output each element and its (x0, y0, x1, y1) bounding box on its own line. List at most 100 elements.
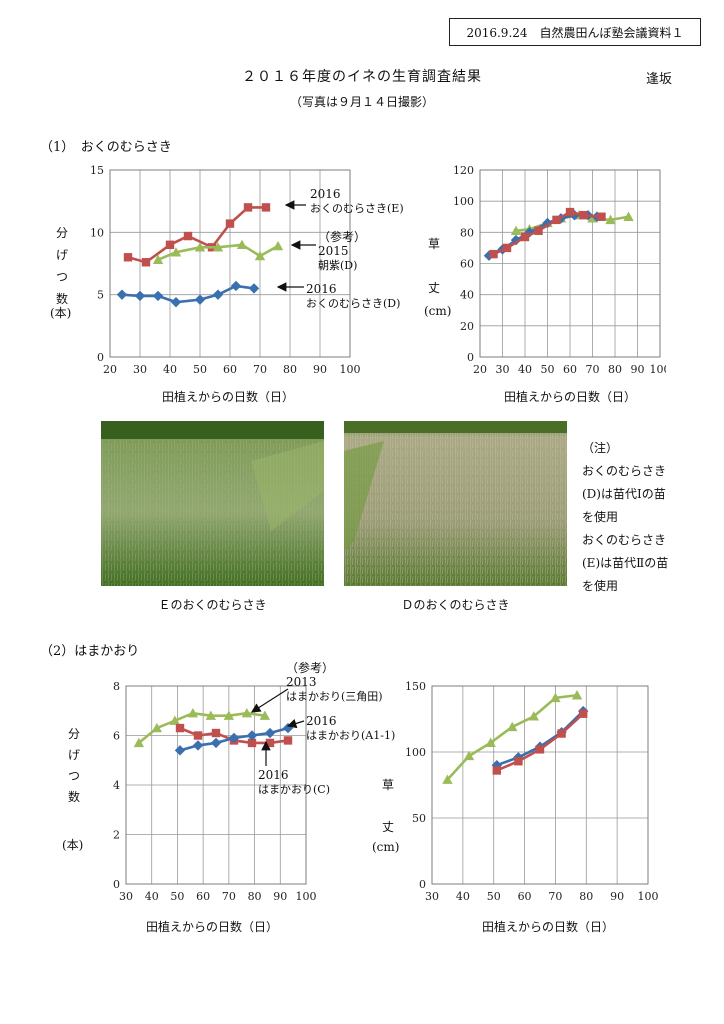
chart3-annotation-a: 2016 はまかおり(A1-1) (306, 714, 395, 743)
data-point (170, 247, 182, 257)
x-tick-label: 60 (196, 890, 210, 903)
data-point (134, 290, 146, 302)
data-point (187, 708, 199, 718)
data-point (597, 212, 606, 221)
ylabel-char: 丈 (427, 281, 440, 295)
document-label-box: 2016.9.24 自然農田んぼ塾会議資料１ (449, 18, 701, 46)
arrow-ref3 (250, 688, 289, 713)
x-tick-label: 30 (133, 363, 147, 376)
x-tick-label: 90 (273, 890, 287, 903)
rice-field-photo-d (344, 421, 567, 586)
chart4-yunit: (cm) (372, 840, 400, 854)
data-point (579, 709, 588, 718)
y-tick-label: 0 (97, 351, 104, 364)
plot-frame (125, 685, 307, 885)
x-tick-label: 80 (608, 363, 622, 376)
data-point (223, 710, 235, 720)
data-point (507, 721, 518, 732)
data-point (510, 225, 522, 235)
data-point (534, 226, 543, 235)
data-point (542, 217, 553, 229)
rice-field-photo-e (101, 421, 324, 586)
x-tick-label: 50 (170, 890, 184, 903)
annotation-series-name: 朝紫(D) (318, 259, 358, 272)
data-point (463, 750, 475, 761)
x-tick-label: 50 (487, 890, 501, 903)
annotation-year: 2015 (318, 244, 349, 258)
x-tick-label: 70 (253, 363, 267, 376)
chart4-ylabel: 草 丈 (380, 764, 396, 848)
data-point (165, 240, 175, 249)
x-tick-label: 90 (313, 363, 327, 376)
chart1-annotation-e: 2016 おくのむらさき(E) (310, 187, 404, 216)
data-point (535, 745, 545, 754)
ylabel-char: げ (55, 248, 68, 262)
y-tick-label: 8 (113, 680, 120, 693)
data-point (514, 757, 523, 766)
chart-hamakaori-height: 0 50 100 150 30 40 50 60 70 80 90 100 (405, 680, 659, 903)
x-tick-label: 90 (631, 363, 645, 376)
chart2-xlabel: 田植えからの日数（日） (503, 390, 636, 404)
annotation-series-name: おくのむらさき(E) (310, 202, 404, 215)
x-tick-label: 20 (103, 363, 117, 376)
chart2-ylabel: 草 丈 (426, 222, 442, 310)
annotation-year: 2016 (310, 187, 341, 201)
x-tick-label: 30 (496, 363, 510, 376)
plot-frame (479, 169, 661, 358)
x-tick-label: 100 (340, 363, 361, 376)
ylabel-char: つ (55, 270, 68, 284)
ylabel-char: 数 (55, 292, 68, 306)
y-tick-label: 2 (113, 829, 120, 842)
photo-okunomurasaki-e (101, 421, 324, 586)
note-line: （注） (582, 441, 619, 455)
ylabel-char: 分 (55, 226, 68, 240)
data-point (587, 213, 598, 223)
x-tick-label: 50 (193, 363, 207, 376)
data-point (133, 737, 145, 748)
y-tick-label: 15 (90, 164, 104, 177)
note-line: を使用 (582, 510, 619, 524)
data-point (246, 730, 258, 741)
data-point (569, 209, 580, 221)
page-title: ２０１６年度のイネの生育調査結果 (242, 69, 482, 85)
ylabel-char: げ (67, 748, 80, 762)
data-point (550, 692, 561, 703)
y-tick-label: 120 (453, 164, 474, 177)
data-point (254, 250, 266, 261)
data-point (259, 710, 271, 720)
data-point (571, 690, 583, 700)
chart2-yunit: (cm) (424, 304, 452, 318)
data-point (520, 232, 530, 242)
chart3-annotation-ref: （参考） 2013 はまかおり(三角田) (286, 661, 383, 704)
annotation-year: 2013 (286, 675, 317, 689)
chart1-xlabel: 田植えからの日数（日） (161, 390, 294, 404)
y-tick-label: 100 (453, 195, 474, 208)
y-tick-label: 0 (113, 878, 120, 891)
x-tick-label: 90 (610, 890, 624, 903)
arrow-a (286, 718, 305, 729)
x-tick-label: 70 (222, 890, 236, 903)
data-point (170, 296, 182, 308)
y-tick-label: 4 (113, 779, 120, 792)
data-point (225, 219, 235, 228)
annotation-series-name: おくのむらさき(D) (306, 297, 401, 310)
y-tick-label: 40 (460, 289, 474, 302)
data-point (212, 242, 224, 252)
x-tick-label: 40 (145, 890, 159, 903)
x-tick-label: 70 (548, 890, 562, 903)
annotation-series-name: はまかおり(三角田) (286, 690, 383, 703)
annotation-series-name: はまかおり(A1-1) (306, 729, 396, 742)
data-point (205, 710, 217, 720)
x-tick-label: 100 (296, 890, 317, 903)
x-tick-label: 50 (541, 363, 555, 376)
data-point (193, 731, 203, 740)
x-tick-label: 60 (563, 363, 577, 376)
annotation-year: 2016 (258, 768, 289, 782)
note-block: （注） おくのむらさき (D)は苗代Ⅰの苗 を使用 おくのむらさき (E)は苗代… (582, 437, 702, 598)
y-tick-label: 150 (405, 680, 426, 693)
data-point (248, 283, 260, 294)
x-tick-label: 60 (223, 363, 237, 376)
section-heading-okunomurasaki: （1） おくのむらさき (40, 140, 172, 155)
note-line: を使用 (582, 579, 619, 593)
y-tick-label: 50 (412, 812, 426, 825)
